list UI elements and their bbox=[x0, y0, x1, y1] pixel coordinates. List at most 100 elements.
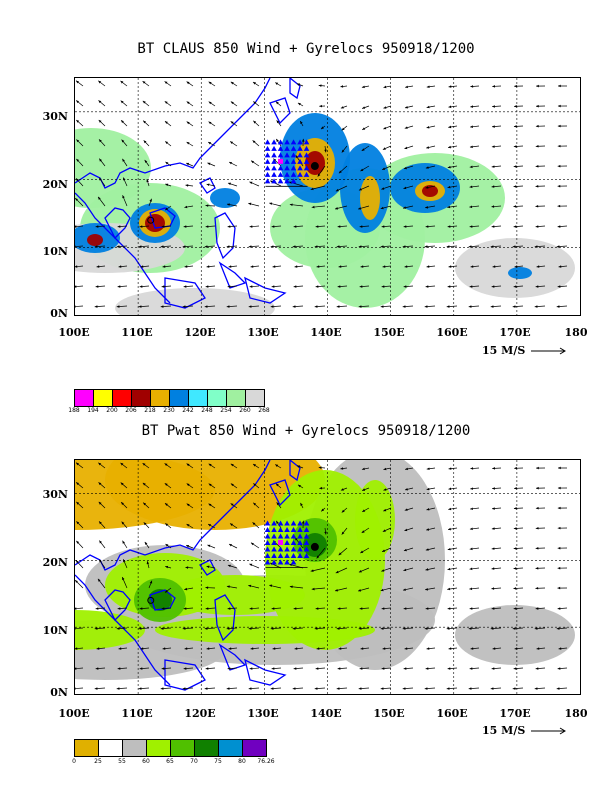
wind-head bbox=[535, 124, 539, 128]
wind-vector bbox=[470, 507, 480, 511]
wind-head bbox=[491, 607, 495, 610]
wind-head bbox=[404, 105, 408, 109]
wind-vector bbox=[297, 484, 304, 489]
wind-head bbox=[118, 265, 122, 268]
wind-shaft bbox=[75, 627, 84, 629]
wind-vector bbox=[186, 463, 194, 469]
wind-vector bbox=[535, 225, 546, 228]
wind-vector bbox=[360, 265, 370, 268]
wind-head bbox=[358, 687, 362, 690]
wind-head bbox=[121, 521, 125, 525]
wind-vector bbox=[316, 647, 326, 650]
gyreloc-marker bbox=[277, 553, 284, 559]
wind-vector bbox=[535, 506, 546, 510]
wind-head bbox=[123, 177, 126, 181]
wind-vector bbox=[271, 607, 282, 610]
wind-head bbox=[289, 203, 293, 207]
wind-head bbox=[492, 487, 495, 490]
wind-head bbox=[380, 588, 384, 592]
wind-head bbox=[470, 467, 474, 470]
wind-head bbox=[491, 527, 495, 530]
wind-vector bbox=[276, 502, 282, 509]
wind-head bbox=[535, 225, 539, 228]
wind-head bbox=[512, 627, 516, 630]
wind-vector bbox=[447, 185, 458, 189]
wind-vector bbox=[535, 124, 546, 128]
wind-head bbox=[337, 285, 341, 288]
wind-vector bbox=[403, 667, 414, 670]
wind-head bbox=[321, 508, 325, 512]
wind-head bbox=[336, 627, 340, 630]
gyreloc-marker bbox=[284, 533, 290, 539]
wind-head bbox=[513, 145, 517, 148]
wind-vector bbox=[142, 80, 150, 87]
wind-head bbox=[230, 101, 234, 105]
wind-head bbox=[98, 196, 101, 200]
wind-vector bbox=[424, 245, 436, 248]
wind-head bbox=[96, 265, 100, 268]
wind-head bbox=[315, 285, 319, 288]
wind-head bbox=[448, 145, 451, 149]
wind-vector bbox=[250, 265, 260, 268]
gyreloc-marker bbox=[303, 553, 310, 559]
coastline bbox=[75, 192, 171, 304]
wind-head bbox=[204, 245, 208, 248]
wind-vector bbox=[98, 559, 106, 569]
wind-vector bbox=[557, 607, 568, 610]
wind-vector bbox=[470, 647, 480, 650]
wind-vector bbox=[513, 527, 524, 530]
gyreloc-center bbox=[278, 158, 284, 164]
wind-head bbox=[380, 206, 384, 210]
wind-head bbox=[340, 85, 344, 88]
wind-head bbox=[310, 569, 314, 572]
wind-vector bbox=[334, 205, 348, 210]
wind-vector bbox=[514, 84, 524, 88]
wind-head bbox=[338, 170, 342, 174]
wind-vector bbox=[402, 627, 414, 630]
wind-vector bbox=[118, 647, 128, 650]
coastline bbox=[149, 589, 176, 611]
wind-vector bbox=[139, 607, 150, 610]
wind-vector bbox=[275, 101, 282, 107]
wind-head bbox=[447, 667, 451, 670]
wind-vector bbox=[164, 81, 172, 87]
gyreloc-marker bbox=[277, 559, 284, 565]
wind-head bbox=[324, 149, 327, 153]
wind-head bbox=[97, 578, 101, 582]
legend-swatch bbox=[147, 740, 171, 756]
wind-vector bbox=[228, 265, 238, 268]
wind-head bbox=[76, 80, 79, 84]
wind-vector bbox=[491, 507, 502, 510]
gyreloc-center bbox=[278, 540, 284, 546]
wind-vector bbox=[270, 687, 282, 690]
wind-head bbox=[182, 627, 186, 630]
wind-head bbox=[95, 667, 99, 670]
wind-vector bbox=[558, 466, 568, 470]
coastline bbox=[214, 594, 236, 642]
wind-vector bbox=[380, 245, 392, 248]
gyreloc-marker bbox=[284, 540, 290, 546]
gyreloc-marker bbox=[264, 520, 271, 526]
wind-shaft bbox=[75, 687, 84, 689]
wind-head bbox=[316, 555, 320, 559]
lon-label: 110E bbox=[121, 707, 153, 720]
scale-arrow-icon bbox=[531, 727, 567, 735]
wind-vector bbox=[320, 125, 326, 130]
coastline bbox=[289, 78, 301, 100]
wind-head bbox=[75, 667, 77, 670]
wind-head bbox=[404, 488, 408, 491]
wind-vector bbox=[182, 627, 194, 630]
wind-vector bbox=[75, 305, 84, 308]
wind-head bbox=[403, 186, 407, 190]
wind-head bbox=[228, 647, 232, 650]
wind-vector bbox=[361, 527, 370, 534]
wind-head bbox=[470, 507, 473, 511]
wind-head bbox=[469, 165, 473, 169]
wind-head bbox=[403, 225, 407, 228]
wind-head bbox=[469, 567, 473, 571]
wind-vector bbox=[186, 121, 194, 127]
wind-vector bbox=[424, 305, 436, 308]
wind-head bbox=[253, 464, 256, 467]
wind-vector bbox=[361, 85, 370, 89]
wind-head bbox=[534, 687, 538, 690]
